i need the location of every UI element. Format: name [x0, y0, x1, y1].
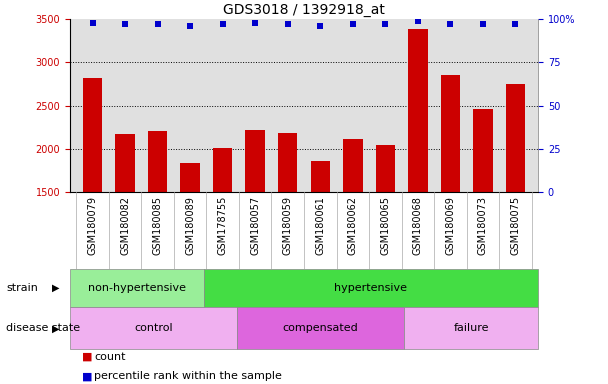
Point	[446, 22, 455, 28]
Text: GSM180062: GSM180062	[348, 196, 358, 255]
Point	[478, 22, 488, 28]
Text: percentile rank within the sample: percentile rank within the sample	[94, 371, 282, 381]
Bar	[473, 109, 492, 192]
Bar	[441, 75, 460, 192]
Text: GSM180065: GSM180065	[380, 196, 390, 255]
Bar	[376, 145, 395, 192]
Point	[381, 22, 390, 28]
Text: control: control	[134, 323, 173, 333]
Point	[218, 22, 227, 28]
Bar	[408, 29, 427, 192]
Text: GSM180085: GSM180085	[153, 196, 163, 255]
Text: count: count	[94, 352, 126, 362]
Text: failure: failure	[454, 323, 489, 333]
Text: ▶: ▶	[52, 323, 59, 333]
Bar	[246, 130, 265, 192]
Bar	[213, 148, 232, 192]
Text: GSM180075: GSM180075	[510, 196, 520, 255]
Bar	[70, 307, 237, 349]
Bar	[116, 134, 135, 192]
Text: disease state: disease state	[6, 323, 80, 333]
Bar	[204, 269, 538, 307]
Bar	[343, 139, 362, 192]
Text: GSM180061: GSM180061	[316, 196, 325, 255]
Point	[120, 22, 130, 28]
Point	[153, 22, 162, 28]
Text: GSM180082: GSM180082	[120, 196, 130, 255]
Point	[511, 22, 520, 28]
Bar	[311, 161, 330, 192]
Bar	[404, 307, 538, 349]
Bar	[278, 133, 297, 192]
Text: GSM180057: GSM180057	[250, 196, 260, 255]
Text: GSM180073: GSM180073	[478, 196, 488, 255]
Bar	[506, 84, 525, 192]
Text: GSM180069: GSM180069	[445, 196, 455, 255]
Point	[283, 22, 292, 28]
Text: GSM180089: GSM180089	[185, 196, 195, 255]
Text: compensated: compensated	[283, 323, 359, 333]
Text: ■: ■	[82, 352, 92, 362]
Bar	[237, 307, 404, 349]
Text: strain: strain	[6, 283, 38, 293]
Text: GSM180068: GSM180068	[413, 196, 423, 255]
Title: GDS3018 / 1392918_at: GDS3018 / 1392918_at	[223, 3, 385, 17]
Text: non-hypertensive: non-hypertensive	[88, 283, 186, 293]
Bar	[148, 131, 167, 192]
Bar	[83, 78, 102, 192]
Point	[316, 23, 325, 29]
Bar	[181, 163, 200, 192]
Point	[185, 23, 195, 29]
Text: ■: ■	[82, 371, 92, 381]
Point	[88, 20, 97, 26]
Bar	[70, 269, 204, 307]
Text: ▶: ▶	[52, 283, 59, 293]
Text: GSM178755: GSM178755	[218, 196, 228, 255]
Text: GSM180059: GSM180059	[283, 196, 292, 255]
Point	[348, 22, 358, 28]
Point	[250, 20, 260, 26]
Text: hypertensive: hypertensive	[334, 283, 407, 293]
Text: GSM180079: GSM180079	[88, 196, 98, 255]
Point	[413, 18, 423, 24]
